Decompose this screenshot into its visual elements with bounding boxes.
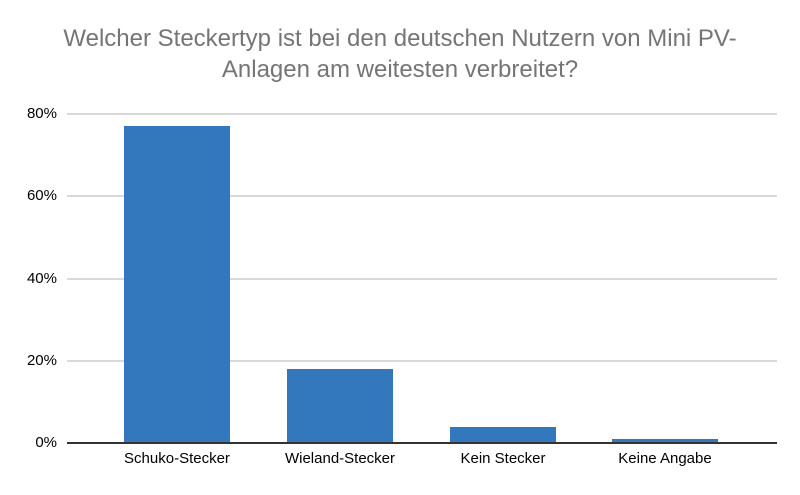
gridline-40 bbox=[67, 277, 777, 280]
y-tick-label-80: 80% bbox=[26, 105, 57, 122]
gridline-60 bbox=[67, 195, 777, 198]
chart-title-line-1: Welcher Steckertyp ist bei den deutschen… bbox=[63, 25, 737, 52]
y-tick-label-60: 60% bbox=[26, 187, 57, 205]
x-category-label-keine-angabe: Keine Angabe bbox=[618, 450, 712, 467]
x-category-label-kein-stecker: Kein Stecker bbox=[460, 450, 546, 467]
y-tick-label-20: 20% bbox=[26, 351, 57, 369]
y-tick-label-40: 40% bbox=[26, 269, 57, 287]
x-axis-line bbox=[67, 442, 777, 444]
x-category-label-schuko-stecker: Schuko-Stecker bbox=[124, 450, 230, 467]
bar-schuko-stecker bbox=[124, 126, 230, 443]
x-category-label-wieland-stecker: Wieland-Stecker bbox=[284, 450, 396, 467]
gridline-20 bbox=[67, 359, 777, 362]
bar-wieland-stecker bbox=[287, 369, 393, 443]
bar-kein-stecker bbox=[450, 427, 556, 443]
y-tick-label-0: 0% bbox=[35, 434, 57, 451]
chart-title: Welcher Steckertyp ist bei den deutschen… bbox=[30, 23, 770, 85]
gridline-80 bbox=[67, 113, 777, 115]
bar-keine-angabe bbox=[612, 439, 718, 443]
chart-title-line-2: Anlagen am weitesten verbreitet? bbox=[221, 56, 579, 83]
